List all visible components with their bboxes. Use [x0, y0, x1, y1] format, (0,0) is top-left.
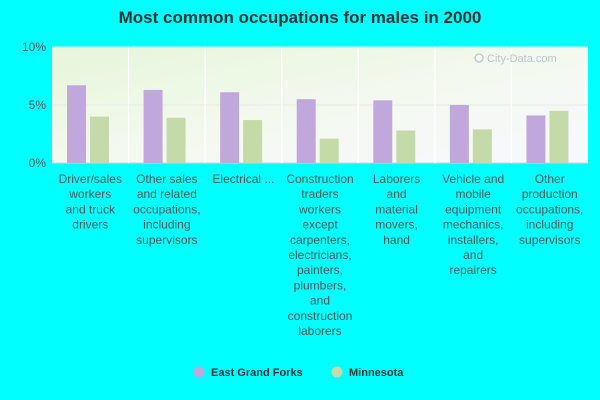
category-label: Electrical ...	[212, 172, 274, 186]
bar	[526, 115, 546, 163]
category-label: Driver/sales workers and truck drivers	[59, 172, 122, 232]
watermark-text: City-Data.com	[487, 53, 557, 65]
legend-label: Minnesota	[349, 367, 404, 379]
bar	[67, 85, 86, 163]
category-label: Other sales and related occupations, includ…	[133, 172, 200, 247]
bar	[296, 99, 316, 163]
bar	[243, 120, 263, 163]
category-label: Construction traders workers except carpente…	[286, 172, 353, 338]
category-label: Vehicle and mobile equipment mechanics, inst…	[442, 172, 504, 277]
legend-swatch	[331, 366, 343, 378]
y-tick-label: 0%	[29, 156, 47, 170]
legend-swatch	[193, 366, 205, 378]
bar	[449, 105, 469, 163]
legend-label: East Grand Forks	[211, 367, 303, 379]
category-label: Laborers and material movers, hand	[373, 172, 420, 247]
bar	[166, 117, 186, 163]
y-tick-label: 10%	[22, 40, 46, 54]
y-tick-label: 5%	[29, 98, 47, 112]
bar	[396, 130, 416, 163]
bar	[143, 89, 163, 163]
bar	[319, 138, 339, 163]
chart-title: Most common occupations for males in 200…	[118, 8, 482, 27]
watermark-icon	[474, 53, 484, 63]
bar	[90, 116, 109, 163]
category-label: Other production occupations, including supe…	[516, 172, 583, 247]
bar	[373, 100, 393, 163]
bar	[472, 129, 492, 163]
bar	[549, 110, 569, 163]
bar	[220, 92, 240, 163]
